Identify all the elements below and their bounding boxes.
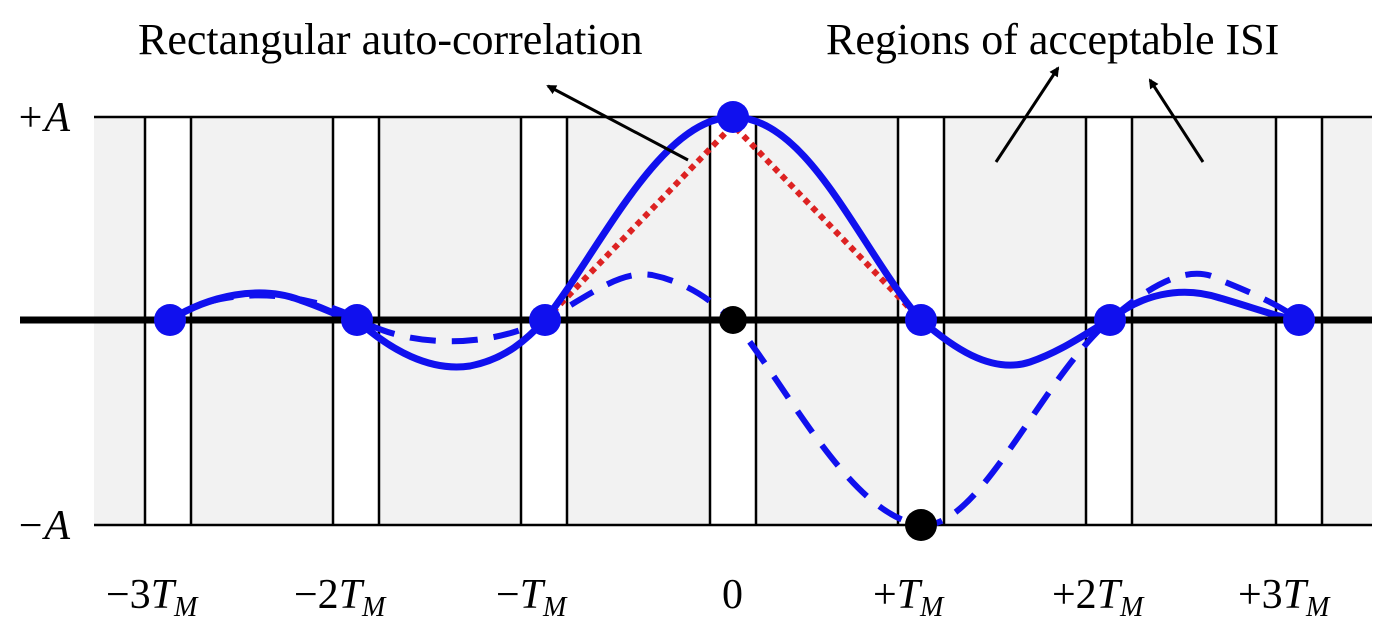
tick-label: +2TM	[1052, 572, 1145, 623]
arrow-autocorr	[546, 84, 689, 162]
sample-point	[717, 101, 749, 133]
sample-point	[154, 304, 186, 336]
sample-point	[341, 304, 373, 336]
tick-label: −3TM	[106, 572, 199, 623]
label-plus-a: +A	[16, 95, 70, 141]
arrow-isi-left	[994, 66, 1060, 163]
sample-points-blue	[154, 101, 1315, 336]
sample-point	[1283, 304, 1315, 336]
tick-label: +3TM	[1238, 572, 1331, 623]
annotation-autocorrelation: Rectangular auto-correlation	[138, 15, 643, 64]
sample-point	[719, 306, 747, 334]
tick-label: −2TM	[294, 572, 387, 623]
dashed-pulse-curve	[168, 270, 1301, 529]
tick-label: +TM	[873, 572, 945, 623]
sample-points-black	[719, 306, 937, 541]
sample-point	[1094, 304, 1126, 336]
sample-point	[905, 304, 937, 336]
x-tick-labels: −3TM −2TM −TM 0 +TM +2TM +3TM	[106, 572, 1331, 623]
sample-point	[905, 509, 937, 541]
annotation-isi-regions: Regions of acceptable ISI	[826, 15, 1279, 64]
arrow-isi-right	[1148, 78, 1205, 163]
sample-point	[529, 304, 561, 336]
tick-label: 0	[722, 572, 743, 618]
tick-label: −TM	[496, 572, 568, 623]
triangle-autocorrelation	[542, 120, 924, 323]
label-minus-a: −A	[16, 503, 70, 549]
